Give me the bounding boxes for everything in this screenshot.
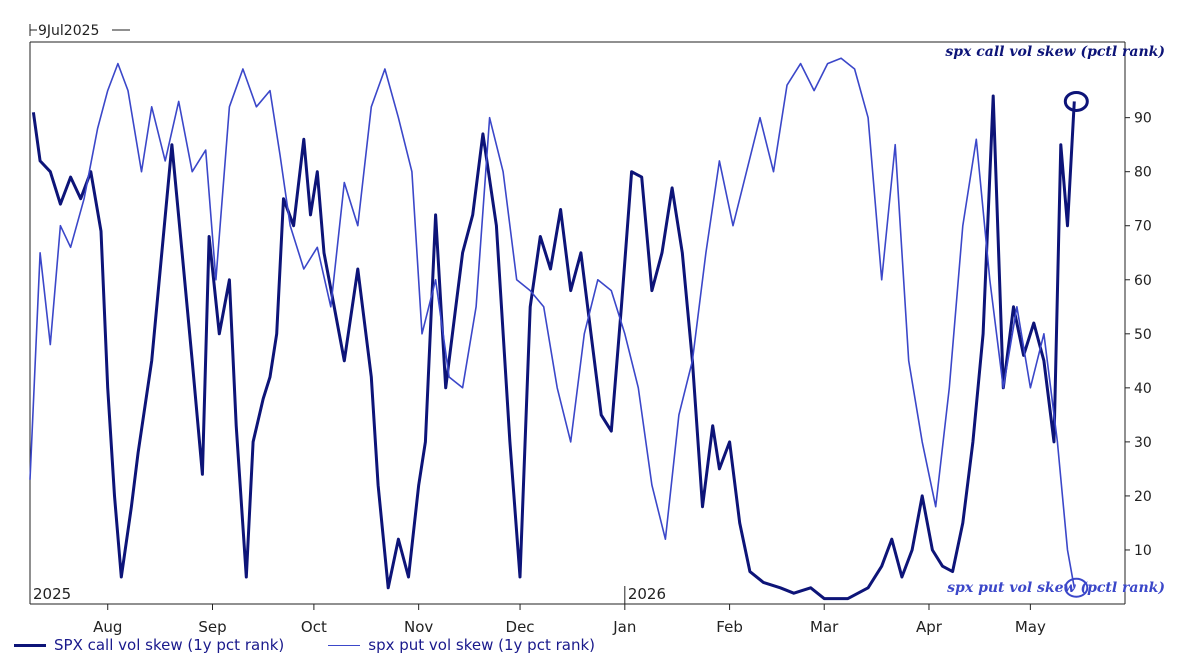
x-tick-label: Dec bbox=[506, 618, 535, 636]
legend: SPX call vol skew (1y pct rank) spx put … bbox=[14, 636, 595, 654]
x-tick-label: Apr bbox=[916, 618, 943, 636]
end-marker-1 bbox=[1064, 577, 1089, 598]
y-tick-label: 50 bbox=[1134, 327, 1152, 343]
axis-layer: 9Jul2025 10 20 30 40 50 60 70 80 90 Aug Sep Oct Nov De… bbox=[29, 23, 1152, 636]
series-annotation-0: spx call vol skew (pctl rank) bbox=[945, 44, 1165, 60]
y-tick-label: 20 bbox=[1134, 489, 1152, 505]
x-tick-label: Aug bbox=[93, 618, 122, 636]
top-date-label: 9Jul2025 bbox=[38, 23, 99, 39]
series-layer bbox=[29, 57, 1076, 601]
legend-swatch-call bbox=[14, 643, 46, 647]
x-tick-label: Feb bbox=[716, 618, 743, 636]
legend-label-put: spx put vol skew (1y pct rank) bbox=[368, 636, 595, 654]
x-tick-label: Oct bbox=[301, 618, 327, 636]
x-tick-label: Sep bbox=[198, 618, 226, 636]
y-tick-label: 90 bbox=[1134, 111, 1152, 127]
y-tick-label: 80 bbox=[1134, 165, 1152, 181]
series-annotation-1: spx put vol skew (pctl rank) bbox=[947, 580, 1165, 596]
x-tick-label: Mar bbox=[810, 618, 839, 636]
legend-item-put[interactable]: spx put vol skew (1y pct rank) bbox=[328, 636, 595, 654]
year-label: 2025 bbox=[33, 585, 71, 603]
legend-swatch-put bbox=[328, 644, 361, 646]
end-marker-0 bbox=[1063, 90, 1089, 112]
x-tick-label: May bbox=[1015, 618, 1046, 636]
y-tick-label: 10 bbox=[1134, 543, 1152, 559]
y-tick-label: 40 bbox=[1134, 381, 1152, 397]
legend-label-call: SPX call vol skew (1y pct rank) bbox=[54, 636, 285, 654]
legend-item-call[interactable]: SPX call vol skew (1y pct rank) bbox=[14, 636, 284, 654]
year-label: 2026 bbox=[628, 585, 666, 603]
y-tick-label: 60 bbox=[1134, 273, 1152, 289]
annotation-layer: spx call vol skew (pctl rank) spx put vol… bbox=[945, 44, 1165, 598]
y-tick-label: 30 bbox=[1134, 435, 1152, 451]
y-tick-label: 70 bbox=[1134, 219, 1152, 235]
series-line-1 bbox=[29, 57, 1076, 588]
x-tick-label: Jan bbox=[612, 618, 636, 636]
series-line-0 bbox=[31, 94, 1076, 601]
x-tick-label: Nov bbox=[404, 618, 433, 636]
